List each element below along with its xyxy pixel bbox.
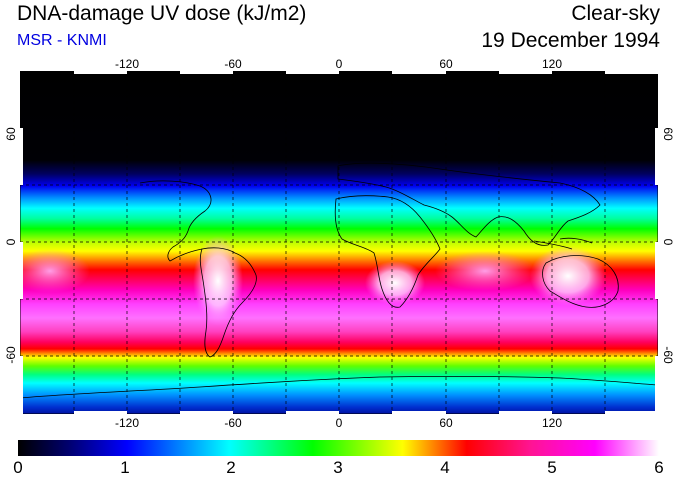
lon-tick-bottom-120: 120	[542, 417, 562, 429]
lat-tick-left-60: 60	[5, 124, 17, 144]
map-title: DNA-damage UV dose (kJ/m2)	[17, 2, 306, 26]
uv-hotspot-australia	[530, 246, 606, 306]
source-label: MSR - KNMI	[17, 32, 107, 50]
colorbar	[18, 440, 659, 456]
lon-tick-bottom-60: 60	[439, 417, 452, 429]
lat-tick-right-neg60: -60	[662, 345, 674, 365]
lat-tick-right-0: 0	[662, 232, 674, 252]
colorbar-label-1: 1	[120, 458, 129, 478]
colorbar-label-6: 6	[654, 458, 663, 478]
colorbar-gradient	[18, 440, 659, 456]
colorbar-label-2: 2	[226, 458, 235, 478]
date-label: 19 December 1994	[481, 29, 660, 53]
uv-field	[20, 71, 658, 414]
lat-tick-left-neg60: -60	[5, 345, 17, 365]
colorbar-label-4: 4	[440, 458, 449, 478]
lon-tick-top-120: 120	[542, 58, 562, 70]
lon-tick-bottom-neg60: -60	[224, 417, 241, 429]
lon-tick-bottom-0: 0	[336, 417, 343, 429]
uv-dose-map	[20, 71, 658, 414]
lon-tick-top-neg60: -60	[224, 58, 241, 70]
sky-condition-label: Clear-sky	[571, 2, 660, 26]
uv-hotspot-indian-ocean	[435, 251, 535, 291]
lon-tick-bottom-neg120: -120	[115, 417, 139, 429]
colorbar-label-5: 5	[547, 458, 556, 478]
lon-tick-top-0: 0	[336, 58, 343, 70]
colorbar-label-0: 0	[13, 458, 22, 478]
uv-hotspot-southern-africa	[365, 261, 425, 305]
colorbar-label-3: 3	[333, 458, 342, 478]
lon-tick-top-60: 60	[439, 58, 452, 70]
lon-tick-top-neg120: -120	[115, 58, 139, 70]
lat-tick-left-0: 0	[5, 232, 17, 252]
lat-tick-right-60: 60	[662, 124, 674, 144]
